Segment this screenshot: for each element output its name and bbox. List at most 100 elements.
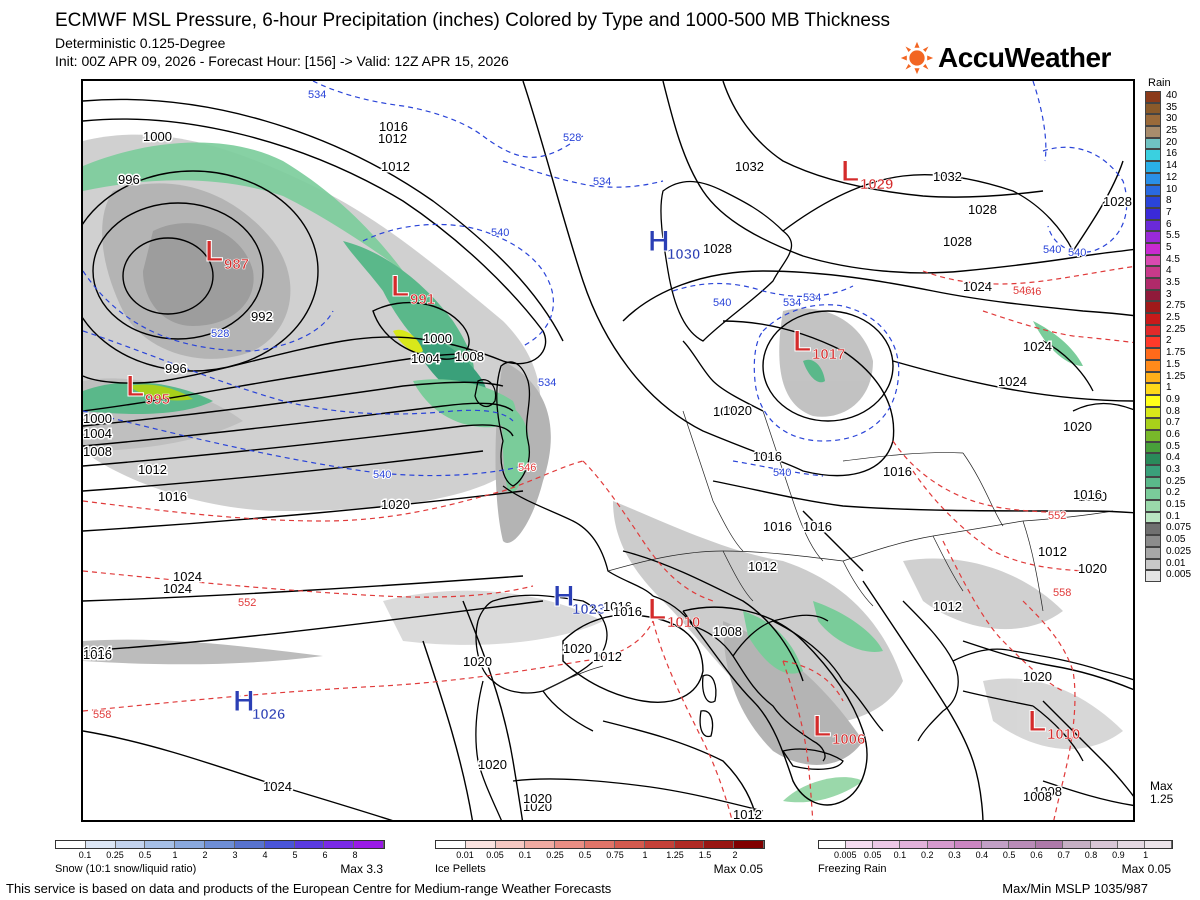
center-value: 1026 bbox=[252, 706, 285, 723]
thickness-label: 558 bbox=[93, 709, 111, 721]
rain-scale-step: 0.6 bbox=[1145, 428, 1185, 442]
snow-tick-label: 4 bbox=[262, 850, 268, 860]
rain-swatch bbox=[1145, 558, 1161, 571]
rain-scale-step: 4.5 bbox=[1145, 253, 1185, 267]
fzra-tick-label: 0.2 bbox=[920, 850, 934, 860]
thickness-label: 546 bbox=[1013, 285, 1031, 297]
rain-swatch bbox=[1145, 453, 1161, 465]
ice-swatch bbox=[614, 841, 645, 848]
isobar-label: 1008 bbox=[455, 349, 484, 364]
rain-swatch bbox=[1145, 535, 1161, 547]
center-letter: L bbox=[793, 325, 811, 358]
fzra-swatch bbox=[819, 841, 847, 848]
fzra-colorbar bbox=[818, 840, 1173, 849]
isobar-label: 1012 bbox=[381, 159, 410, 174]
rain-scale-step: 0.01 bbox=[1145, 558, 1185, 571]
rain-swatch bbox=[1145, 184, 1161, 197]
fzra-legend-name: Freezing Rain bbox=[818, 863, 887, 875]
fzra-swatch bbox=[1117, 841, 1145, 848]
ice-swatch bbox=[525, 841, 556, 848]
rain-swatch bbox=[1145, 172, 1161, 185]
isobar-label: 1016 bbox=[158, 489, 187, 504]
snow-tick-label: 5 bbox=[292, 850, 298, 860]
rain-swatch bbox=[1145, 324, 1161, 337]
rain-swatch bbox=[1145, 336, 1161, 349]
rain-max: Max 1.25 bbox=[1150, 780, 1173, 806]
isobar-label: 1016 bbox=[379, 119, 408, 134]
isobar-label: 1016 bbox=[83, 647, 112, 662]
center-letter: L bbox=[841, 155, 859, 188]
rain-level-label: 1.5 bbox=[1166, 358, 1180, 370]
rain-swatch bbox=[1145, 371, 1161, 384]
snow-swatch bbox=[324, 841, 355, 848]
rain-level-label: 0.6 bbox=[1166, 428, 1180, 440]
rain-level-label: 4.5 bbox=[1166, 253, 1180, 265]
rain-level-label: 0.05 bbox=[1166, 534, 1186, 546]
isobar-label: 1028 bbox=[968, 202, 997, 217]
ice-tick-label: 0.25 bbox=[546, 850, 564, 860]
fzra-tick-label: 1 bbox=[1143, 850, 1149, 860]
low-pressure-center: L 1029 bbox=[841, 155, 894, 194]
rain-scale-step: 2.75 bbox=[1145, 300, 1185, 314]
rain-swatch bbox=[1145, 242, 1161, 255]
isobar-label: 1032 bbox=[735, 159, 764, 174]
center-value: 1017 bbox=[812, 346, 845, 363]
map-title: ECMWF MSL Pressure, 6-hour Precipitation… bbox=[55, 10, 890, 31]
isobar-label: 1012 bbox=[593, 649, 622, 664]
rain-level-label: 14 bbox=[1166, 160, 1178, 172]
isobar-label: 1020 bbox=[1063, 419, 1092, 434]
center-letter: L bbox=[648, 593, 666, 626]
rain-level-label: 4 bbox=[1166, 265, 1172, 277]
isobar-label: 1004 bbox=[83, 426, 112, 441]
rain-scale-step: 3.5 bbox=[1145, 277, 1185, 290]
thickness-label: 534 bbox=[783, 297, 801, 309]
isobar-label: 1020 bbox=[1023, 669, 1052, 684]
rain-swatch bbox=[1145, 278, 1161, 290]
fzra-tick-label: 0.5 bbox=[1002, 850, 1016, 860]
ice-swatch bbox=[555, 841, 586, 848]
rain-level-label: 0.025 bbox=[1166, 545, 1192, 557]
isobar-label: 1028 bbox=[943, 234, 972, 249]
rain-scale-step: 5.5 bbox=[1145, 230, 1185, 243]
center-letter: L bbox=[1028, 705, 1046, 738]
max-min-mslp: Max/Min MSLP 1035/987 bbox=[1002, 881, 1148, 896]
low-pressure-center: L 1017 bbox=[793, 325, 846, 364]
ice-swatch bbox=[704, 841, 735, 848]
low-pressure-center: L 987 bbox=[205, 235, 250, 274]
isobar-label: 1020 bbox=[713, 404, 742, 419]
rain-swatch bbox=[1145, 102, 1161, 115]
rain-level-label: 16 bbox=[1166, 148, 1178, 160]
isobar-label: 1020 bbox=[723, 403, 752, 418]
isobar-label: 1024 bbox=[998, 374, 1027, 389]
rain-scale-step: 35 bbox=[1145, 102, 1185, 115]
rain-swatch bbox=[1145, 488, 1161, 501]
forecast-map[interactable]: L 987 L 991 L 995 L 1029 L 1017 L 1010 L 1006 L 1010 H 10… bbox=[81, 79, 1135, 822]
rain-swatch bbox=[1145, 406, 1161, 419]
fzra-tick-label: 0.9 bbox=[1112, 850, 1125, 860]
snow-ticks: 0.1 0.25 0.5 1 2 3 4 5 6 8 bbox=[55, 849, 385, 861]
rain-level-label: 3.5 bbox=[1166, 277, 1180, 288]
rain-swatch bbox=[1145, 523, 1161, 536]
fzra-ticks: 0.005 0.05 0.1 0.2 0.3 0.4 0.5 0.6 0.7 0.8 0.9 1 bbox=[818, 849, 1173, 861]
rain-swatch bbox=[1145, 289, 1161, 302]
isobar-label: 1020 bbox=[1078, 489, 1107, 504]
model-subtitle: Deterministic 0.125-Degree bbox=[55, 35, 226, 51]
rain-scale-step: 0.8 bbox=[1145, 406, 1185, 419]
rain-level-label: 1.75 bbox=[1166, 347, 1186, 359]
rain-swatch bbox=[1145, 149, 1161, 162]
center-letter: L bbox=[813, 710, 831, 743]
isobar-label: 992 bbox=[251, 309, 273, 324]
snow-swatch bbox=[115, 841, 146, 848]
isobar-label: 996 bbox=[165, 361, 187, 376]
rain-swatch bbox=[1145, 91, 1161, 103]
snow-legend-max: Max 3.3 bbox=[340, 862, 383, 876]
center-value: 1010 bbox=[667, 614, 700, 631]
rain-level-label: 2 bbox=[1166, 335, 1172, 347]
rain-scale-step: 1.25 bbox=[1145, 371, 1185, 384]
isobar-label: 1012 bbox=[138, 462, 167, 477]
isobar-label: 1016 bbox=[763, 519, 792, 534]
snow-tick-label: 0.5 bbox=[138, 850, 152, 860]
accuweather-logo: AccuWeather bbox=[900, 40, 1111, 76]
fzra-tick-label: 0.05 bbox=[863, 850, 882, 860]
rain-swatch bbox=[1145, 266, 1161, 278]
